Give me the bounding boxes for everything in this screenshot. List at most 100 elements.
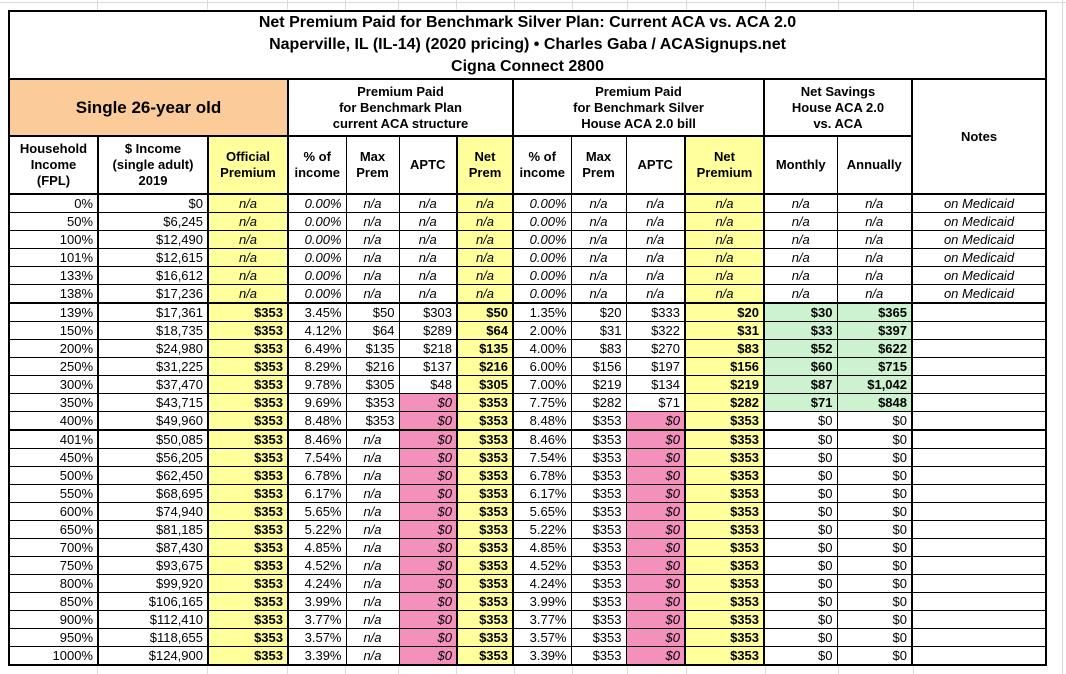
cell-savings-monthly[interactable]: $0: [763, 646, 838, 666]
cell-aptc-aca[interactable]: $48: [398, 375, 458, 394]
column-header-income[interactable]: $ Income (single adult) 2019: [97, 135, 209, 195]
cell-aptc-aca[interactable]: $0: [398, 592, 458, 611]
cell-income[interactable]: $74,940: [97, 502, 209, 521]
cell-fpl[interactable]: 500%: [8, 466, 99, 485]
column-header-max-prem-aca2[interactable]: Max Prem: [570, 135, 627, 195]
cell-pct-income-aca[interactable]: 5.65%: [287, 502, 347, 521]
cell-pct-income-aca[interactable]: 3.45%: [287, 302, 347, 322]
cell-aptc-aca2[interactable]: $0: [625, 628, 686, 647]
cell-fpl[interactable]: 401%: [8, 429, 99, 449]
cell-fpl[interactable]: 800%: [8, 574, 99, 593]
cell-net-prem-aca[interactable]: $353: [456, 556, 514, 575]
cell-aptc-aca[interactable]: $0: [398, 466, 458, 485]
cell-notes[interactable]: on Medicaid: [910, 248, 1047, 267]
cell-aptc-aca2[interactable]: $0: [625, 646, 686, 666]
cell-aptc-aca[interactable]: $0: [398, 556, 458, 575]
cell-savings-monthly[interactable]: n/a: [763, 193, 838, 213]
cell-net-premium-aca2[interactable]: $20: [684, 302, 765, 322]
cell-fpl[interactable]: 138%: [8, 284, 99, 304]
cell-aptc-aca[interactable]: $0: [398, 610, 458, 629]
cell-savings-annually[interactable]: $0: [836, 592, 913, 611]
cell-aptc-aca2[interactable]: $0: [625, 411, 686, 431]
cell-pct-income-aca[interactable]: 3.57%: [287, 628, 347, 647]
cell-aptc-aca2[interactable]: $0: [625, 574, 686, 593]
cell-official-premium[interactable]: $353: [207, 429, 289, 449]
cell-fpl[interactable]: 850%: [8, 592, 99, 611]
cell-aptc-aca2[interactable]: $197: [625, 357, 686, 376]
cell-notes[interactable]: [910, 592, 1047, 611]
cell-savings-monthly[interactable]: $0: [763, 556, 838, 575]
cell-net-prem-aca[interactable]: $353: [456, 538, 514, 557]
cell-pct-income-aca2[interactable]: 4.24%: [512, 574, 572, 593]
cell-savings-annually[interactable]: $0: [836, 448, 913, 467]
cell-net-prem-aca[interactable]: n/a: [456, 193, 514, 213]
cell-max-prem-aca[interactable]: n/a: [345, 484, 400, 503]
cell-pct-income-aca2[interactable]: 0.00%: [512, 193, 572, 213]
cell-aptc-aca2[interactable]: $270: [625, 339, 686, 358]
cell-notes[interactable]: [910, 484, 1047, 503]
cell-net-premium-aca2[interactable]: $83: [684, 339, 765, 358]
cell-savings-annually[interactable]: $0: [836, 610, 913, 629]
cell-aptc-aca[interactable]: n/a: [398, 284, 458, 304]
cell-net-prem-aca[interactable]: $353: [456, 448, 514, 467]
cell-aptc-aca2[interactable]: $0: [625, 429, 686, 449]
column-header-max-prem-aca[interactable]: Max Prem: [345, 135, 400, 195]
cell-aptc-aca[interactable]: $303: [398, 302, 458, 322]
cell-savings-monthly[interactable]: $0: [763, 411, 838, 431]
cell-official-premium[interactable]: $353: [207, 321, 289, 340]
cell-net-prem-aca[interactable]: $50: [456, 302, 514, 322]
cell-net-premium-aca2[interactable]: $353: [684, 556, 765, 575]
cell-max-prem-aca2[interactable]: $353: [570, 520, 627, 539]
cell-aptc-aca[interactable]: n/a: [398, 230, 458, 249]
cell-official-premium[interactable]: $353: [207, 448, 289, 467]
cell-notes[interactable]: [910, 302, 1047, 322]
cell-income[interactable]: $62,450: [97, 466, 209, 485]
cell-aptc-aca[interactable]: $0: [398, 628, 458, 647]
group-header-current-aca[interactable]: Premium Paid for Benchmark Plan current …: [287, 78, 514, 137]
cell-net-prem-aca[interactable]: $353: [456, 393, 514, 412]
cell-max-prem-aca2[interactable]: $353: [570, 646, 627, 666]
cell-income[interactable]: $17,236: [97, 284, 209, 304]
cell-pct-income-aca2[interactable]: 3.77%: [512, 610, 572, 629]
cell-max-prem-aca2[interactable]: n/a: [570, 193, 627, 213]
cell-max-prem-aca[interactable]: n/a: [345, 610, 400, 629]
cell-aptc-aca[interactable]: $0: [398, 448, 458, 467]
cell-fpl[interactable]: 133%: [8, 266, 99, 285]
cell-notes[interactable]: on Medicaid: [910, 193, 1047, 213]
cell-fpl[interactable]: 700%: [8, 538, 99, 557]
cell-aptc-aca2[interactable]: $0: [625, 556, 686, 575]
cell-pct-income-aca2[interactable]: 7.54%: [512, 448, 572, 467]
cell-net-prem-aca[interactable]: n/a: [456, 266, 514, 285]
cell-pct-income-aca2[interactable]: 5.65%: [512, 502, 572, 521]
cell-fpl[interactable]: 950%: [8, 628, 99, 647]
cell-net-prem-aca[interactable]: $353: [456, 520, 514, 539]
cell-aptc-aca2[interactable]: $322: [625, 321, 686, 340]
cell-net-prem-aca[interactable]: $353: [456, 646, 514, 666]
cell-aptc-aca[interactable]: $289: [398, 321, 458, 340]
cell-fpl[interactable]: 200%: [8, 339, 99, 358]
cell-net-premium-aca2[interactable]: $219: [684, 375, 765, 394]
cell-notes[interactable]: on Medicaid: [910, 284, 1047, 304]
column-header-notes[interactable]: Notes: [910, 78, 1047, 195]
cell-pct-income-aca[interactable]: 3.99%: [287, 592, 347, 611]
cell-aptc-aca2[interactable]: $0: [625, 592, 686, 611]
cell-income[interactable]: $56,205: [97, 448, 209, 467]
cell-pct-income-aca[interactable]: 4.24%: [287, 574, 347, 593]
cell-fpl[interactable]: 1000%: [8, 646, 99, 666]
cell-savings-annually[interactable]: n/a: [836, 193, 913, 213]
column-header-savings-monthly[interactable]: Monthly: [763, 135, 838, 195]
group-header-demographic[interactable]: Single 26-year old: [8, 78, 289, 137]
cell-aptc-aca[interactable]: n/a: [398, 266, 458, 285]
cell-savings-annually[interactable]: $848: [836, 393, 913, 412]
cell-savings-monthly[interactable]: $0: [763, 610, 838, 629]
cell-official-premium[interactable]: $353: [207, 628, 289, 647]
cell-savings-monthly[interactable]: $0: [763, 592, 838, 611]
cell-savings-monthly[interactable]: $0: [763, 628, 838, 647]
column-header-net-prem-aca[interactable]: Net Prem: [456, 135, 514, 195]
cell-net-premium-aca2[interactable]: $353: [684, 466, 765, 485]
cell-official-premium[interactable]: $353: [207, 302, 289, 322]
cell-official-premium[interactable]: $353: [207, 520, 289, 539]
cell-fpl[interactable]: 650%: [8, 520, 99, 539]
cell-savings-annually[interactable]: $0: [836, 646, 913, 666]
cell-pct-income-aca2[interactable]: 8.46%: [512, 429, 572, 449]
